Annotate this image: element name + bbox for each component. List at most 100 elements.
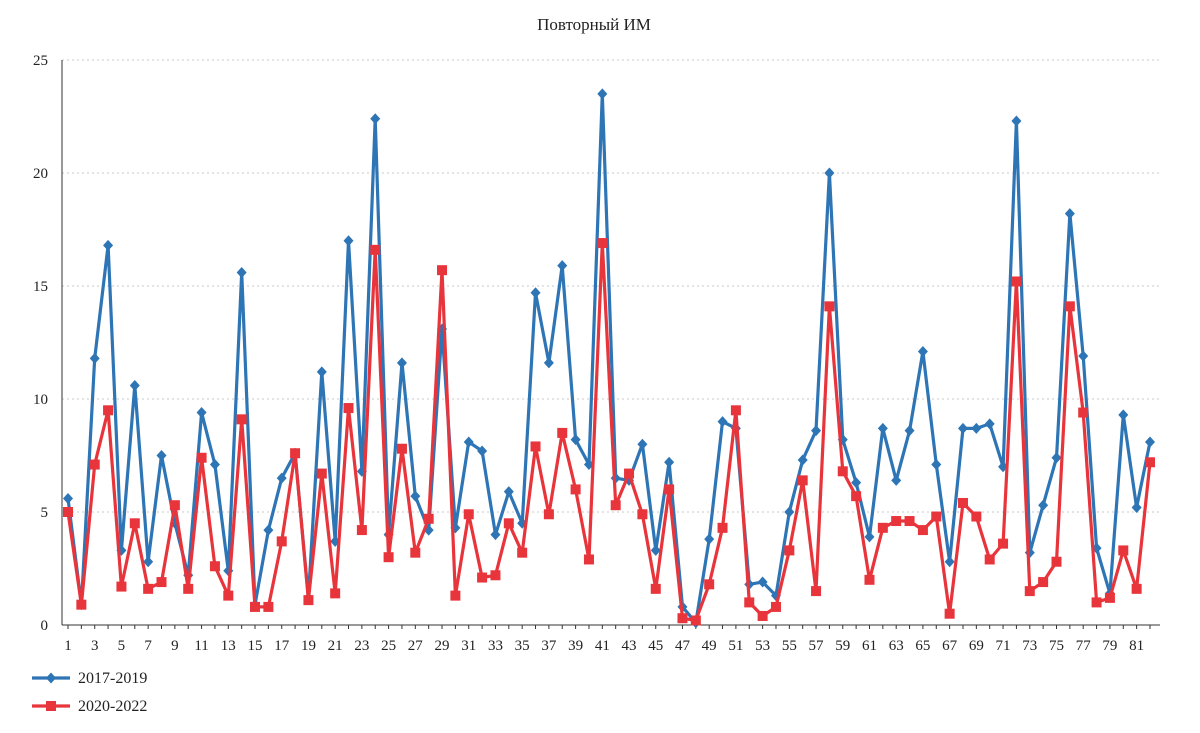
data-point bbox=[303, 595, 314, 606]
x-tick-label: 21 bbox=[328, 638, 343, 654]
data-point bbox=[784, 545, 795, 556]
data-point bbox=[730, 405, 741, 416]
data-point bbox=[1131, 501, 1142, 513]
data-point bbox=[530, 441, 541, 452]
data-point bbox=[570, 434, 581, 446]
data-point bbox=[784, 506, 795, 518]
series-2017-2019 bbox=[63, 88, 1155, 629]
data-point bbox=[316, 366, 327, 378]
series-line bbox=[66, 92, 1152, 625]
x-tick-label: 77 bbox=[1076, 638, 1092, 654]
x-tick-label: 61 bbox=[862, 638, 877, 654]
data-point bbox=[597, 238, 608, 249]
x-tick-label: 79 bbox=[1102, 638, 1117, 654]
data-point bbox=[891, 474, 902, 486]
data-point bbox=[917, 346, 928, 358]
x-tick-label: 47 bbox=[675, 638, 691, 654]
data-point bbox=[624, 468, 635, 479]
data-point bbox=[1038, 577, 1049, 588]
x-tick-label: 39 bbox=[568, 638, 583, 654]
data-point bbox=[196, 452, 207, 463]
x-tick-label: 43 bbox=[622, 638, 637, 654]
data-point bbox=[944, 608, 955, 619]
data-point bbox=[503, 486, 514, 498]
data-point bbox=[1051, 452, 1062, 464]
data-point bbox=[356, 525, 367, 536]
x-tick-label: 75 bbox=[1049, 638, 1064, 654]
x-tick-label: 13 bbox=[221, 638, 236, 654]
data-point bbox=[129, 379, 140, 391]
data-point bbox=[1051, 556, 1062, 567]
x-tick-label: 71 bbox=[996, 638, 1011, 654]
y-tick-label: 25 bbox=[33, 53, 48, 69]
x-tick-label: 65 bbox=[915, 638, 930, 654]
data-point bbox=[1024, 586, 1035, 597]
data-point bbox=[236, 414, 247, 425]
data-point bbox=[143, 583, 154, 594]
data-point bbox=[811, 425, 822, 437]
data-point bbox=[1011, 276, 1022, 287]
data-point bbox=[717, 416, 728, 428]
x-tick-label: 1 bbox=[64, 638, 72, 654]
x-tick-label: 15 bbox=[248, 638, 263, 654]
data-point bbox=[637, 509, 648, 520]
x-tick-label: 49 bbox=[702, 638, 717, 654]
data-point bbox=[650, 583, 661, 594]
x-tick-label: 41 bbox=[595, 638, 610, 654]
data-point bbox=[396, 443, 407, 454]
data-point bbox=[1104, 592, 1115, 603]
data-point bbox=[877, 522, 888, 533]
data-point bbox=[223, 590, 234, 601]
data-point bbox=[931, 459, 942, 471]
data-point bbox=[877, 422, 888, 434]
data-point bbox=[690, 615, 701, 626]
legend-item: 2020-2022 bbox=[32, 698, 147, 715]
data-point bbox=[1038, 499, 1049, 511]
data-point bbox=[503, 518, 514, 529]
data-point bbox=[811, 586, 822, 597]
y-tick-labels: 0 5 10 15 20 25 bbox=[33, 53, 48, 634]
data-point bbox=[864, 531, 875, 543]
data-point bbox=[543, 357, 554, 369]
y-tick-label: 0 bbox=[41, 618, 49, 634]
data-point bbox=[744, 597, 755, 608]
data-point bbox=[971, 511, 982, 522]
data-point bbox=[343, 403, 354, 414]
data-point bbox=[1064, 301, 1075, 312]
data-point bbox=[196, 407, 207, 419]
x-tick-label: 5 bbox=[118, 638, 126, 654]
x-tick-label: 23 bbox=[354, 638, 369, 654]
data-point bbox=[396, 357, 407, 369]
data-series bbox=[63, 88, 1155, 629]
data-point bbox=[423, 513, 434, 524]
data-point bbox=[103, 239, 114, 251]
data-point bbox=[530, 287, 541, 299]
x-tick-label: 31 bbox=[461, 638, 476, 654]
data-point bbox=[837, 466, 848, 477]
series-line bbox=[66, 241, 1152, 623]
x-tick-label: 53 bbox=[755, 638, 770, 654]
data-point bbox=[891, 516, 902, 527]
data-point bbox=[904, 516, 915, 527]
data-point bbox=[477, 572, 488, 583]
data-point bbox=[343, 235, 354, 247]
data-point bbox=[904, 425, 915, 437]
data-point bbox=[957, 422, 968, 434]
data-point bbox=[797, 475, 808, 486]
data-point bbox=[931, 511, 942, 522]
data-point bbox=[89, 352, 100, 364]
y-tick-label: 5 bbox=[41, 505, 49, 521]
data-point bbox=[583, 554, 594, 565]
data-point bbox=[1011, 115, 1022, 127]
legend-label: 2020-2022 bbox=[78, 698, 147, 715]
legend-swatch-marker bbox=[46, 701, 56, 711]
data-point bbox=[276, 536, 287, 547]
data-point bbox=[610, 500, 621, 511]
data-point bbox=[717, 522, 728, 533]
x-tick-label: 35 bbox=[515, 638, 530, 654]
data-point bbox=[263, 601, 274, 612]
data-point bbox=[1078, 350, 1089, 362]
x-tick-label: 3 bbox=[91, 638, 99, 654]
data-point bbox=[1118, 409, 1129, 421]
data-point bbox=[971, 422, 982, 434]
